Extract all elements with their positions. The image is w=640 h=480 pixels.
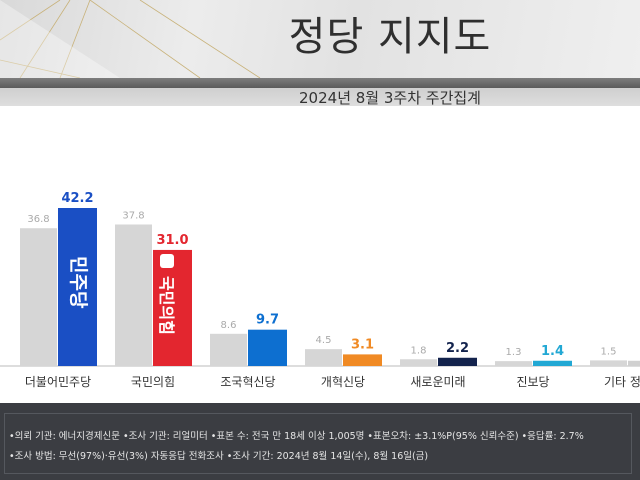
bar-chart-svg: 36.8 42.2 더불어민주당 37.8 31.0 국민의힘 8.6 9.7 조국혁신당 4.5… [0,191,640,389]
bar-chart: 36.8 42.2 더불어민주당 37.8 31.0 국민의힘 8.6 9.7 조국혁신당 4.5… [0,106,640,403]
category-label-1: 국민의힘 [131,375,175,389]
value-label-current-2: 9.7 [256,313,279,328]
category-label-0: 더불어민주당 [25,375,91,389]
survey-info-line-1: •의뢰 기관: 에너지경제신문 •조사 기관: 리얼미터 •표본 수: 전국 만… [9,431,584,442]
value-label-previous-3: 4.5 [316,335,332,346]
header-banner: 정당 지지도 [0,0,640,78]
bar-previous-5 [495,361,532,366]
value-label-previous-1: 37.8 [122,210,144,221]
value-label-current-5: 1.4 [541,344,564,359]
bar-previous-1 [115,224,152,366]
bar-previous-4 [400,359,437,366]
chart-subtitle: 2024년 8월 3주차 주간집계 [299,89,481,107]
minjoo-logo: 민주당 [67,256,89,309]
value-label-previous-2: 8.6 [221,320,237,331]
bar-current-1 [153,249,192,366]
bar-current-6 [628,360,640,366]
value-label-previous-6: 1.5 [601,346,617,357]
ppp-logo: 국민의힘 [157,276,176,335]
chart-title: 정당 지지도 [288,14,492,60]
decorative-lines [0,0,261,78]
category-label-3: 개혁신당 [321,375,365,389]
value-label-current-1: 31.0 [156,233,188,248]
bar-previous-6 [590,360,627,366]
category-label-2: 조국혁신당 [220,375,275,389]
value-label-current-4: 2.2 [446,341,469,356]
value-label-previous-4: 1.8 [411,345,427,356]
divider-strip [0,78,640,88]
ppp-logo-mark [160,254,174,268]
bar-current-3 [343,354,382,366]
category-label-6: 기타 정당 [604,375,640,389]
bar-previous-3 [305,349,342,366]
bar-current-5 [533,360,572,366]
value-label-previous-5: 1.3 [506,347,522,358]
bar-current-2 [248,329,287,366]
value-label-current-0: 42.2 [61,191,93,206]
survey-info-box: •의뢰 기관: 에너지경제신문 •조사 기관: 리얼미터 •표본 수: 전국 만… [4,413,632,474]
bar-previous-0 [20,228,57,366]
bar-previous-2 [210,333,247,366]
value-label-previous-0: 36.8 [27,214,49,225]
value-label-current-3: 3.1 [351,337,374,352]
subtitle-band: 2024년 8월 3주차 주간집계 [0,88,640,107]
category-label-4: 새로운미래 [410,375,465,389]
survey-info-footer: •의뢰 기관: 에너지경제신문 •조사 기관: 리얼미터 •표본 수: 전국 만… [0,403,640,480]
survey-info-line-2: •조사 방법: 무선(97%)·유선(3%) 자동응답 전화조사 •조사 기간:… [9,451,429,462]
category-label-5: 진보당 [516,375,549,389]
bar-current-0 [58,208,97,366]
bar-current-4 [438,357,477,366]
